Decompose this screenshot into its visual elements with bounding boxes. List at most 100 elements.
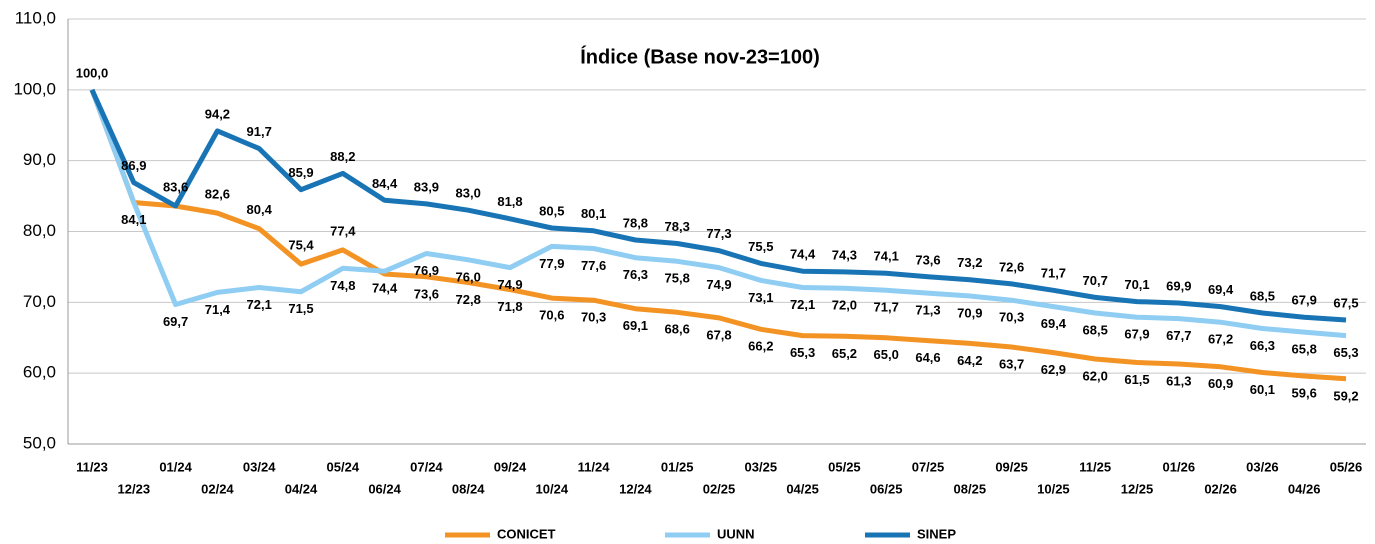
data-label: 75,8 — [665, 271, 690, 286]
data-label: 70,7 — [1083, 273, 1108, 288]
series-line — [89, 88, 1347, 382]
x-tick-label: 11/25 — [1079, 459, 1111, 474]
x-tick-label: 03/26 — [1246, 459, 1279, 474]
data-label: 74,4 — [790, 247, 816, 262]
x-tick-label: 01/26 — [1163, 459, 1196, 474]
legend-label: SINEP — [917, 526, 956, 541]
data-label: 69,1 — [623, 318, 648, 333]
x-tick-label: 11/23 — [76, 459, 108, 474]
data-label: 81,8 — [497, 194, 522, 209]
x-tick-label: 11/24 — [578, 459, 611, 474]
data-label: 70,3 — [581, 310, 606, 325]
data-label: 75,4 — [288, 238, 314, 253]
x-tick-label: 01/24 — [159, 459, 192, 474]
x-tick-label: 12/23 — [118, 481, 151, 496]
data-label: 73,1 — [748, 290, 773, 305]
data-label: 67,2 — [1208, 332, 1233, 347]
series-line — [89, 88, 1347, 339]
x-tick-label: 04/24 — [285, 481, 318, 496]
data-label: 73,6 — [915, 252, 940, 267]
data-label: 77,9 — [539, 256, 564, 271]
data-label: 83,0 — [456, 186, 481, 201]
x-tick-label: 12/24 — [619, 481, 652, 496]
data-label: 70,6 — [539, 308, 564, 323]
data-label: 67,7 — [1166, 328, 1191, 343]
data-label: 67,9 — [1292, 293, 1317, 308]
data-label: 74,3 — [832, 247, 857, 262]
chart-title: Índice (Base nov-23=100) — [580, 45, 820, 68]
data-label: 74,9 — [706, 277, 731, 292]
data-label: 66,2 — [748, 339, 773, 354]
x-tick-label: 01/25 — [661, 459, 694, 474]
data-label: 72,1 — [247, 297, 272, 312]
data-label: 91,7 — [247, 124, 272, 139]
data-label: 80,5 — [539, 203, 564, 218]
data-label: 64,6 — [915, 350, 940, 365]
data-label: 76,3 — [623, 267, 648, 282]
y-tick-label: 60,0 — [23, 363, 56, 382]
x-tick-label: 04/26 — [1288, 481, 1321, 496]
x-tick-label: 03/25 — [745, 459, 778, 474]
data-label: 63,7 — [999, 356, 1024, 371]
data-label: 65,2 — [832, 346, 857, 361]
data-label: 75,5 — [748, 239, 773, 254]
data-label: 70,9 — [957, 305, 982, 320]
data-label: 70,1 — [1124, 277, 1149, 292]
data-label: 72,8 — [456, 292, 481, 307]
data-label: 94,2 — [205, 106, 230, 121]
data-label: 67,8 — [706, 327, 731, 342]
data-label: 62,9 — [1041, 362, 1066, 377]
x-tick-label: 09/24 — [494, 459, 527, 474]
data-label: 66,3 — [1250, 338, 1275, 353]
data-label: 78,8 — [623, 215, 648, 230]
x-tick-label: 04/25 — [786, 481, 819, 496]
data-label: 83,6 — [163, 179, 188, 194]
data-label: 74,1 — [874, 249, 899, 264]
x-tick-label: 08/24 — [452, 481, 485, 496]
x-tick-label: 03/24 — [243, 459, 276, 474]
data-label: 68,5 — [1083, 322, 1108, 337]
data-label: 71,5 — [288, 301, 313, 316]
data-label: 68,6 — [665, 322, 690, 337]
data-label: 71,3 — [915, 303, 940, 318]
x-tick-label: 12/25 — [1121, 481, 1154, 496]
y-tick-label: 110,0 — [15, 8, 56, 27]
data-label: 69,4 — [1041, 316, 1067, 331]
data-label: 77,6 — [581, 258, 606, 273]
data-label: 84,1 — [121, 212, 146, 227]
x-tick-label: 08/25 — [954, 481, 987, 496]
data-label: 65,3 — [1333, 345, 1358, 360]
data-label: 59,6 — [1292, 385, 1317, 400]
x-tick-label: 05/25 — [828, 459, 861, 474]
data-label: 77,4 — [330, 223, 356, 238]
x-tick-label: 05/26 — [1330, 459, 1363, 474]
data-label: 80,4 — [247, 202, 273, 217]
data-label: 82,6 — [205, 187, 230, 202]
data-label: 71,8 — [497, 299, 522, 314]
data-label: 86,9 — [121, 158, 146, 173]
legend-label: UUNN — [717, 526, 755, 541]
y-tick-label: 100,0 — [13, 79, 56, 98]
x-tick-label: 09/25 — [995, 459, 1028, 474]
data-label: 78,3 — [665, 219, 690, 234]
data-label: 65,0 — [874, 347, 899, 362]
data-label: 65,3 — [790, 345, 815, 360]
data-label: 60,9 — [1208, 376, 1233, 391]
x-tick-label: 06/25 — [870, 481, 903, 496]
data-label: 72,0 — [832, 298, 857, 313]
data-label: 74,8 — [330, 278, 355, 293]
y-tick-label: 50,0 — [23, 433, 56, 452]
data-label: 61,3 — [1166, 373, 1191, 388]
data-label: 67,9 — [1124, 327, 1149, 342]
data-label: 76,0 — [456, 269, 481, 284]
data-label: 61,5 — [1124, 372, 1149, 387]
x-tick-label: 06/24 — [368, 481, 401, 496]
series-line — [89, 88, 1347, 323]
x-tick-label: 10/24 — [536, 481, 569, 496]
data-label: 72,6 — [999, 259, 1024, 274]
x-tick-label: 02/26 — [1204, 481, 1237, 496]
data-label: 71,7 — [874, 300, 899, 315]
y-tick-label: 80,0 — [23, 221, 56, 240]
data-label: 73,6 — [414, 286, 439, 301]
